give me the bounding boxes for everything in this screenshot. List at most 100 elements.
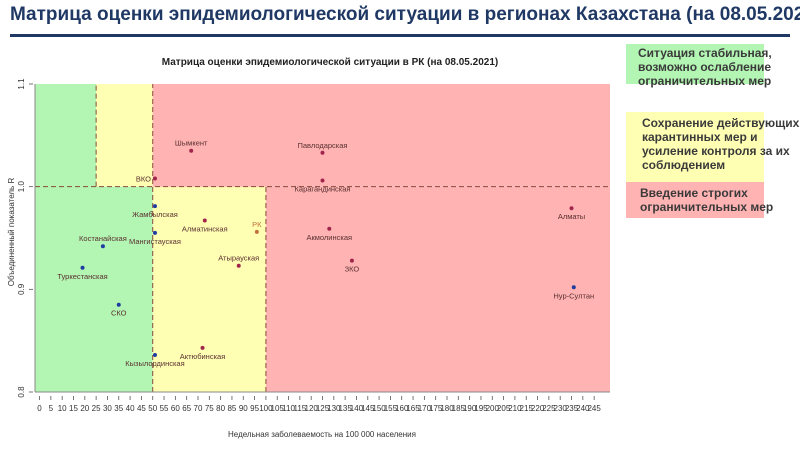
data-point: [236, 263, 241, 268]
x-tick-label: 135: [338, 404, 352, 413]
legend-label-red: Введение строгих ограничительных мер: [640, 186, 774, 214]
x-tick-label: 65: [182, 404, 191, 413]
data-point: [116, 302, 121, 307]
data-label: Атырауская: [218, 254, 259, 263]
data-label: Туркестанская: [57, 272, 107, 281]
threshold-lines: [35, 84, 610, 392]
data-point: [349, 258, 354, 263]
x-tick-label: 105: [271, 404, 285, 413]
x-tick-label: 225: [542, 404, 556, 413]
data-label: РК: [252, 220, 262, 229]
data-point: [327, 226, 332, 231]
data-points: Шымкент Павлодарская ВКО Карагандинская Алма…: [57, 139, 594, 368]
x-tick-label: 140: [350, 404, 364, 413]
data-label: Костанайская: [79, 234, 127, 243]
data-label: Кызылординская: [125, 359, 184, 368]
x-tick-label: 245: [587, 404, 601, 413]
x-tick-label: 75: [205, 404, 214, 413]
x-tick-label: 210: [508, 404, 522, 413]
x-tick-label: 200: [486, 404, 500, 413]
data-point: [152, 353, 157, 358]
data-label: Карагандинская: [295, 185, 351, 194]
risk-zones: [35, 84, 610, 392]
x-tick-label: 0: [37, 404, 42, 413]
x-tick-label: 110: [282, 404, 295, 413]
scatter-chart: Матрица оценки эпидемиологической ситуац…: [7, 57, 610, 439]
x-tick-label: 115: [293, 404, 306, 413]
y-axis-label: Объединенный показатель R: [7, 178, 16, 287]
x-tick-label: 160: [395, 404, 409, 413]
x-tick-label: 235: [565, 404, 579, 413]
data-point: [152, 176, 157, 181]
x-tick-label: 35: [114, 404, 123, 413]
x-tick-label: 220: [531, 404, 545, 413]
x-tick-label: 100: [259, 404, 273, 413]
x-tick-label: 85: [227, 404, 236, 413]
x-tick-label: 215: [520, 404, 534, 413]
data-point: [189, 148, 194, 153]
legend-label-yellow: Сохранение действующих карантинных мер и…: [642, 116, 800, 172]
data-point: [80, 265, 85, 270]
x-tick-label: 95: [250, 404, 259, 413]
x-tick-label: 190: [463, 404, 477, 413]
x-tick-label: 70: [194, 404, 203, 413]
chart-title: Матрица оценки эпидемиологической ситуац…: [162, 57, 498, 68]
data-point: [320, 150, 325, 155]
data-point: [569, 206, 574, 211]
x-tick-label: 15: [69, 404, 78, 413]
x-tick-label: 170: [418, 404, 432, 413]
data-point: [320, 178, 325, 183]
x-tick-label: 125: [316, 404, 330, 413]
legend-swatch-green: [626, 44, 764, 84]
x-tick-label: 90: [239, 404, 248, 413]
x-axis-label: Недельная заболеваемость на 100 000 насе…: [228, 430, 416, 439]
x-tick-label: 175: [429, 404, 443, 413]
x-tick-label: 230: [554, 404, 568, 413]
data-point: [571, 285, 576, 290]
data-label: Нур-Султан: [553, 291, 594, 300]
data-point: [200, 345, 205, 350]
zone-2: [152, 186, 266, 392]
x-tick-label: 60: [171, 404, 180, 413]
zone-4: [265, 186, 610, 392]
x-tick-label: 50: [148, 404, 157, 413]
data-label: Жамбылская: [132, 210, 178, 219]
zone-1: [96, 84, 153, 187]
page-title: Матрица оценки эпидемиологической ситуац…: [10, 4, 800, 25]
legend-swatch-red: [626, 182, 764, 218]
x-tick-label: 10: [58, 404, 67, 413]
x-tick-label: 155: [384, 404, 398, 413]
data-point: [254, 229, 259, 234]
x-tick-label: 195: [474, 404, 488, 413]
data-point: [152, 204, 157, 209]
data-label: ЗКО: [345, 265, 360, 274]
x-tick-label: 80: [216, 404, 225, 413]
x-tick-label: 30: [103, 404, 112, 413]
y-tick-label: 1.1: [17, 78, 26, 90]
x-tick-label: 145: [361, 404, 375, 413]
x-tick-label: 205: [497, 404, 511, 413]
x-tick-label: 40: [126, 404, 135, 413]
data-point: [100, 244, 105, 249]
zone-3: [152, 84, 610, 187]
data-label: Шымкент: [175, 139, 208, 148]
x-tick-label: 45: [137, 404, 146, 413]
data-label: Павлодарская: [298, 141, 348, 150]
x-tick-label: 5: [49, 404, 54, 413]
x-tick-label: 165: [406, 404, 420, 413]
x-tick-label: 180: [440, 404, 454, 413]
data-label: Акмолинская: [306, 233, 352, 242]
data-label: Актюбинская: [180, 352, 225, 361]
x-tick-label: 25: [92, 404, 101, 413]
data-label: СКО: [111, 309, 127, 318]
x-tick-label: 240: [576, 404, 590, 413]
data-label: Алматинская: [182, 225, 228, 234]
x-tick-label: 185: [452, 404, 466, 413]
data-label: ВКО: [136, 174, 151, 183]
axes: 0 5 10 15 20 25 30 35 40 45 50 55 60 65 70 75 80 85 90 95 10…: [17, 78, 610, 413]
data-point: [152, 230, 157, 235]
x-tick-label: 55: [160, 404, 169, 413]
title-divider: [10, 34, 790, 37]
y-tick-label: 0.9: [17, 283, 26, 295]
legend-swatch-yellow: [626, 112, 764, 184]
